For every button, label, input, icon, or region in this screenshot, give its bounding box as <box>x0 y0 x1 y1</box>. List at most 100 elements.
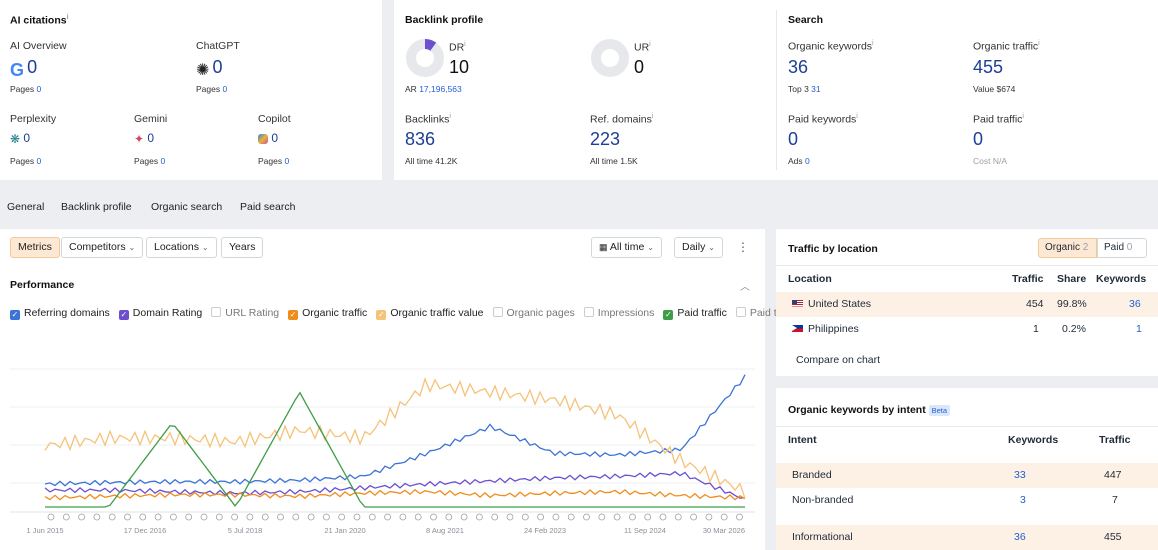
annotation-marker[interactable] <box>231 513 239 521</box>
annotation-marker[interactable] <box>93 513 101 521</box>
tab-paid-search[interactable]: Paid search <box>240 201 296 213</box>
pages-value[interactable]: 0 <box>284 156 290 166</box>
annotation-marker[interactable] <box>521 513 529 521</box>
annotation-marker[interactable] <box>506 513 514 521</box>
annotation-marker[interactable] <box>674 513 682 521</box>
keywords-cell[interactable]: 36 <box>1014 531 1026 543</box>
annotation-marker[interactable] <box>705 513 713 521</box>
annotation-marker[interactable] <box>124 513 131 521</box>
checkbox-icon[interactable] <box>583 307 594 317</box>
annotation-marker[interactable] <box>583 513 590 521</box>
annotation-marker[interactable] <box>62 513 70 521</box>
annotation-marker[interactable] <box>460 513 468 521</box>
annotation-marker[interactable] <box>598 513 606 521</box>
checkbox-checked-icon[interactable]: ✓ <box>288 310 299 320</box>
gemini-value[interactable]: 0 <box>147 131 155 145</box>
ar-value[interactable]: 17,196,563 <box>419 84 462 94</box>
ref-domains-value[interactable]: 223 <box>590 129 621 149</box>
table-row[interactable]: Philippines 1 0.2% 1 <box>776 317 1158 342</box>
keywords-cell[interactable]: 36 <box>1129 298 1141 310</box>
annotation-marker[interactable] <box>736 513 743 521</box>
annotation-marker[interactable] <box>659 513 667 521</box>
tab-backlink-profile[interactable]: Backlink profile <box>61 201 132 213</box>
intent-header[interactable]: Intent <box>788 434 817 446</box>
checkbox-checked-icon[interactable]: ✓ <box>663 310 674 320</box>
perplexity-value[interactable]: 0 <box>23 131 31 145</box>
share-header[interactable]: Share <box>1057 273 1087 285</box>
annotation-marker[interactable] <box>292 513 300 521</box>
annotation-marker[interactable] <box>399 513 407 521</box>
annotation-marker[interactable] <box>537 513 544 521</box>
annotation-marker[interactable] <box>338 513 346 521</box>
annotation-marker[interactable] <box>384 513 392 521</box>
keywords-cell[interactable]: 33 <box>1014 469 1026 481</box>
annotation-marker[interactable] <box>154 513 162 521</box>
pages-value[interactable]: 0 <box>36 156 42 166</box>
traffic-header[interactable]: Traffic <box>1012 273 1044 285</box>
pages-value[interactable]: 0 <box>36 84 42 94</box>
gemini-metric[interactable]: ✦ 0 <box>134 131 154 146</box>
pages-value[interactable]: 0 <box>222 84 228 94</box>
collapse-icon[interactable]: ︿ <box>740 282 750 293</box>
checkbox-icon[interactable] <box>735 307 746 317</box>
daily-dropdown[interactable]: Daily ⌄ <box>674 237 723 258</box>
traffic-header[interactable]: Traffic <box>1099 434 1131 446</box>
annotation-marker[interactable] <box>491 513 499 521</box>
annotation-marker[interactable] <box>108 513 116 521</box>
table-row[interactable]: United States 454 99.8% 36 <box>776 292 1158 317</box>
keywords-header[interactable]: Keywords <box>1096 273 1147 285</box>
checkbox-checked-icon[interactable]: ✓ <box>10 310 20 320</box>
copilot-metric[interactable]: 0 <box>258 131 278 145</box>
legend-item[interactable]: Impressions <box>583 303 654 324</box>
annotation-marker[interactable] <box>445 513 453 521</box>
ads-value[interactable]: 0 <box>805 156 810 166</box>
legend-item[interactable]: URL Rating <box>211 303 279 324</box>
top3-value[interactable]: 31 <box>811 84 821 94</box>
annotation-marker[interactable] <box>644 513 652 521</box>
tab-general[interactable]: General <box>7 201 45 213</box>
annotation-marker[interactable] <box>613 513 621 521</box>
annotation-marker[interactable] <box>139 513 147 521</box>
organic-keywords-value[interactable]: 36 <box>788 57 809 77</box>
chatgpt-metric[interactable]: ✺ 0 <box>196 57 222 80</box>
annotation-marker[interactable] <box>47 513 55 521</box>
organic-traffic-value[interactable]: 455 <box>973 57 1004 77</box>
location-header[interactable]: Location <box>788 273 832 285</box>
ai-overview-value[interactable]: 0 <box>27 57 38 77</box>
annotation-marker[interactable] <box>720 513 728 521</box>
annotation-marker[interactable] <box>277 513 284 521</box>
tab-organic-search[interactable]: Organic search <box>151 201 223 213</box>
keywords-header[interactable]: Keywords <box>1008 434 1059 446</box>
competitors-dropdown[interactable]: Competitors ⌄ <box>61 237 144 258</box>
annotation-marker[interactable] <box>368 513 376 521</box>
keywords-cell[interactable]: 1 <box>1136 323 1142 335</box>
legend-item[interactable]: ✓ Paid traffic <box>663 303 727 324</box>
copilot-value[interactable]: 0 <box>271 131 279 145</box>
annotation-marker[interactable] <box>430 513 437 521</box>
pages-value[interactable]: 0 <box>160 156 166 166</box>
locations-dropdown[interactable]: Locations ⌄ <box>146 237 217 258</box>
metrics-button[interactable]: Metrics <box>10 237 60 258</box>
checkbox-icon[interactable] <box>211 307 222 317</box>
legend-item[interactable]: ✓ Referring domains <box>10 303 110 324</box>
years-button[interactable]: Years <box>221 237 264 258</box>
annotation-marker[interactable] <box>200 513 208 521</box>
annotation-marker[interactable] <box>322 513 330 521</box>
legend-item[interactable]: Organic pages <box>492 303 575 324</box>
annotation-marker[interactable] <box>215 513 223 521</box>
annotation-marker[interactable] <box>169 513 177 521</box>
annotation-marker[interactable] <box>246 513 254 521</box>
table-row[interactable]: Informational 36 455 <box>776 525 1158 550</box>
checkbox-checked-icon[interactable]: ✓ <box>376 310 387 320</box>
annotation-marker[interactable] <box>307 513 315 521</box>
checkbox-icon[interactable] <box>492 307 503 317</box>
table-row[interactable]: Non-branded 3 7 <box>776 488 1158 513</box>
legend-item[interactable]: ✓ Domain Rating <box>118 303 202 324</box>
paid-keywords-value[interactable]: 0 <box>788 129 799 149</box>
annotation-marker[interactable] <box>629 513 636 521</box>
annotation-marker[interactable] <box>475 513 483 521</box>
perplexity-metric[interactable]: ❋ 0 <box>10 131 30 146</box>
organic-toggle[interactable]: Organic 2 <box>1038 238 1097 258</box>
checkbox-checked-icon[interactable]: ✓ <box>118 310 129 320</box>
ai-overview-metric[interactable]: G 0 <box>10 57 37 81</box>
